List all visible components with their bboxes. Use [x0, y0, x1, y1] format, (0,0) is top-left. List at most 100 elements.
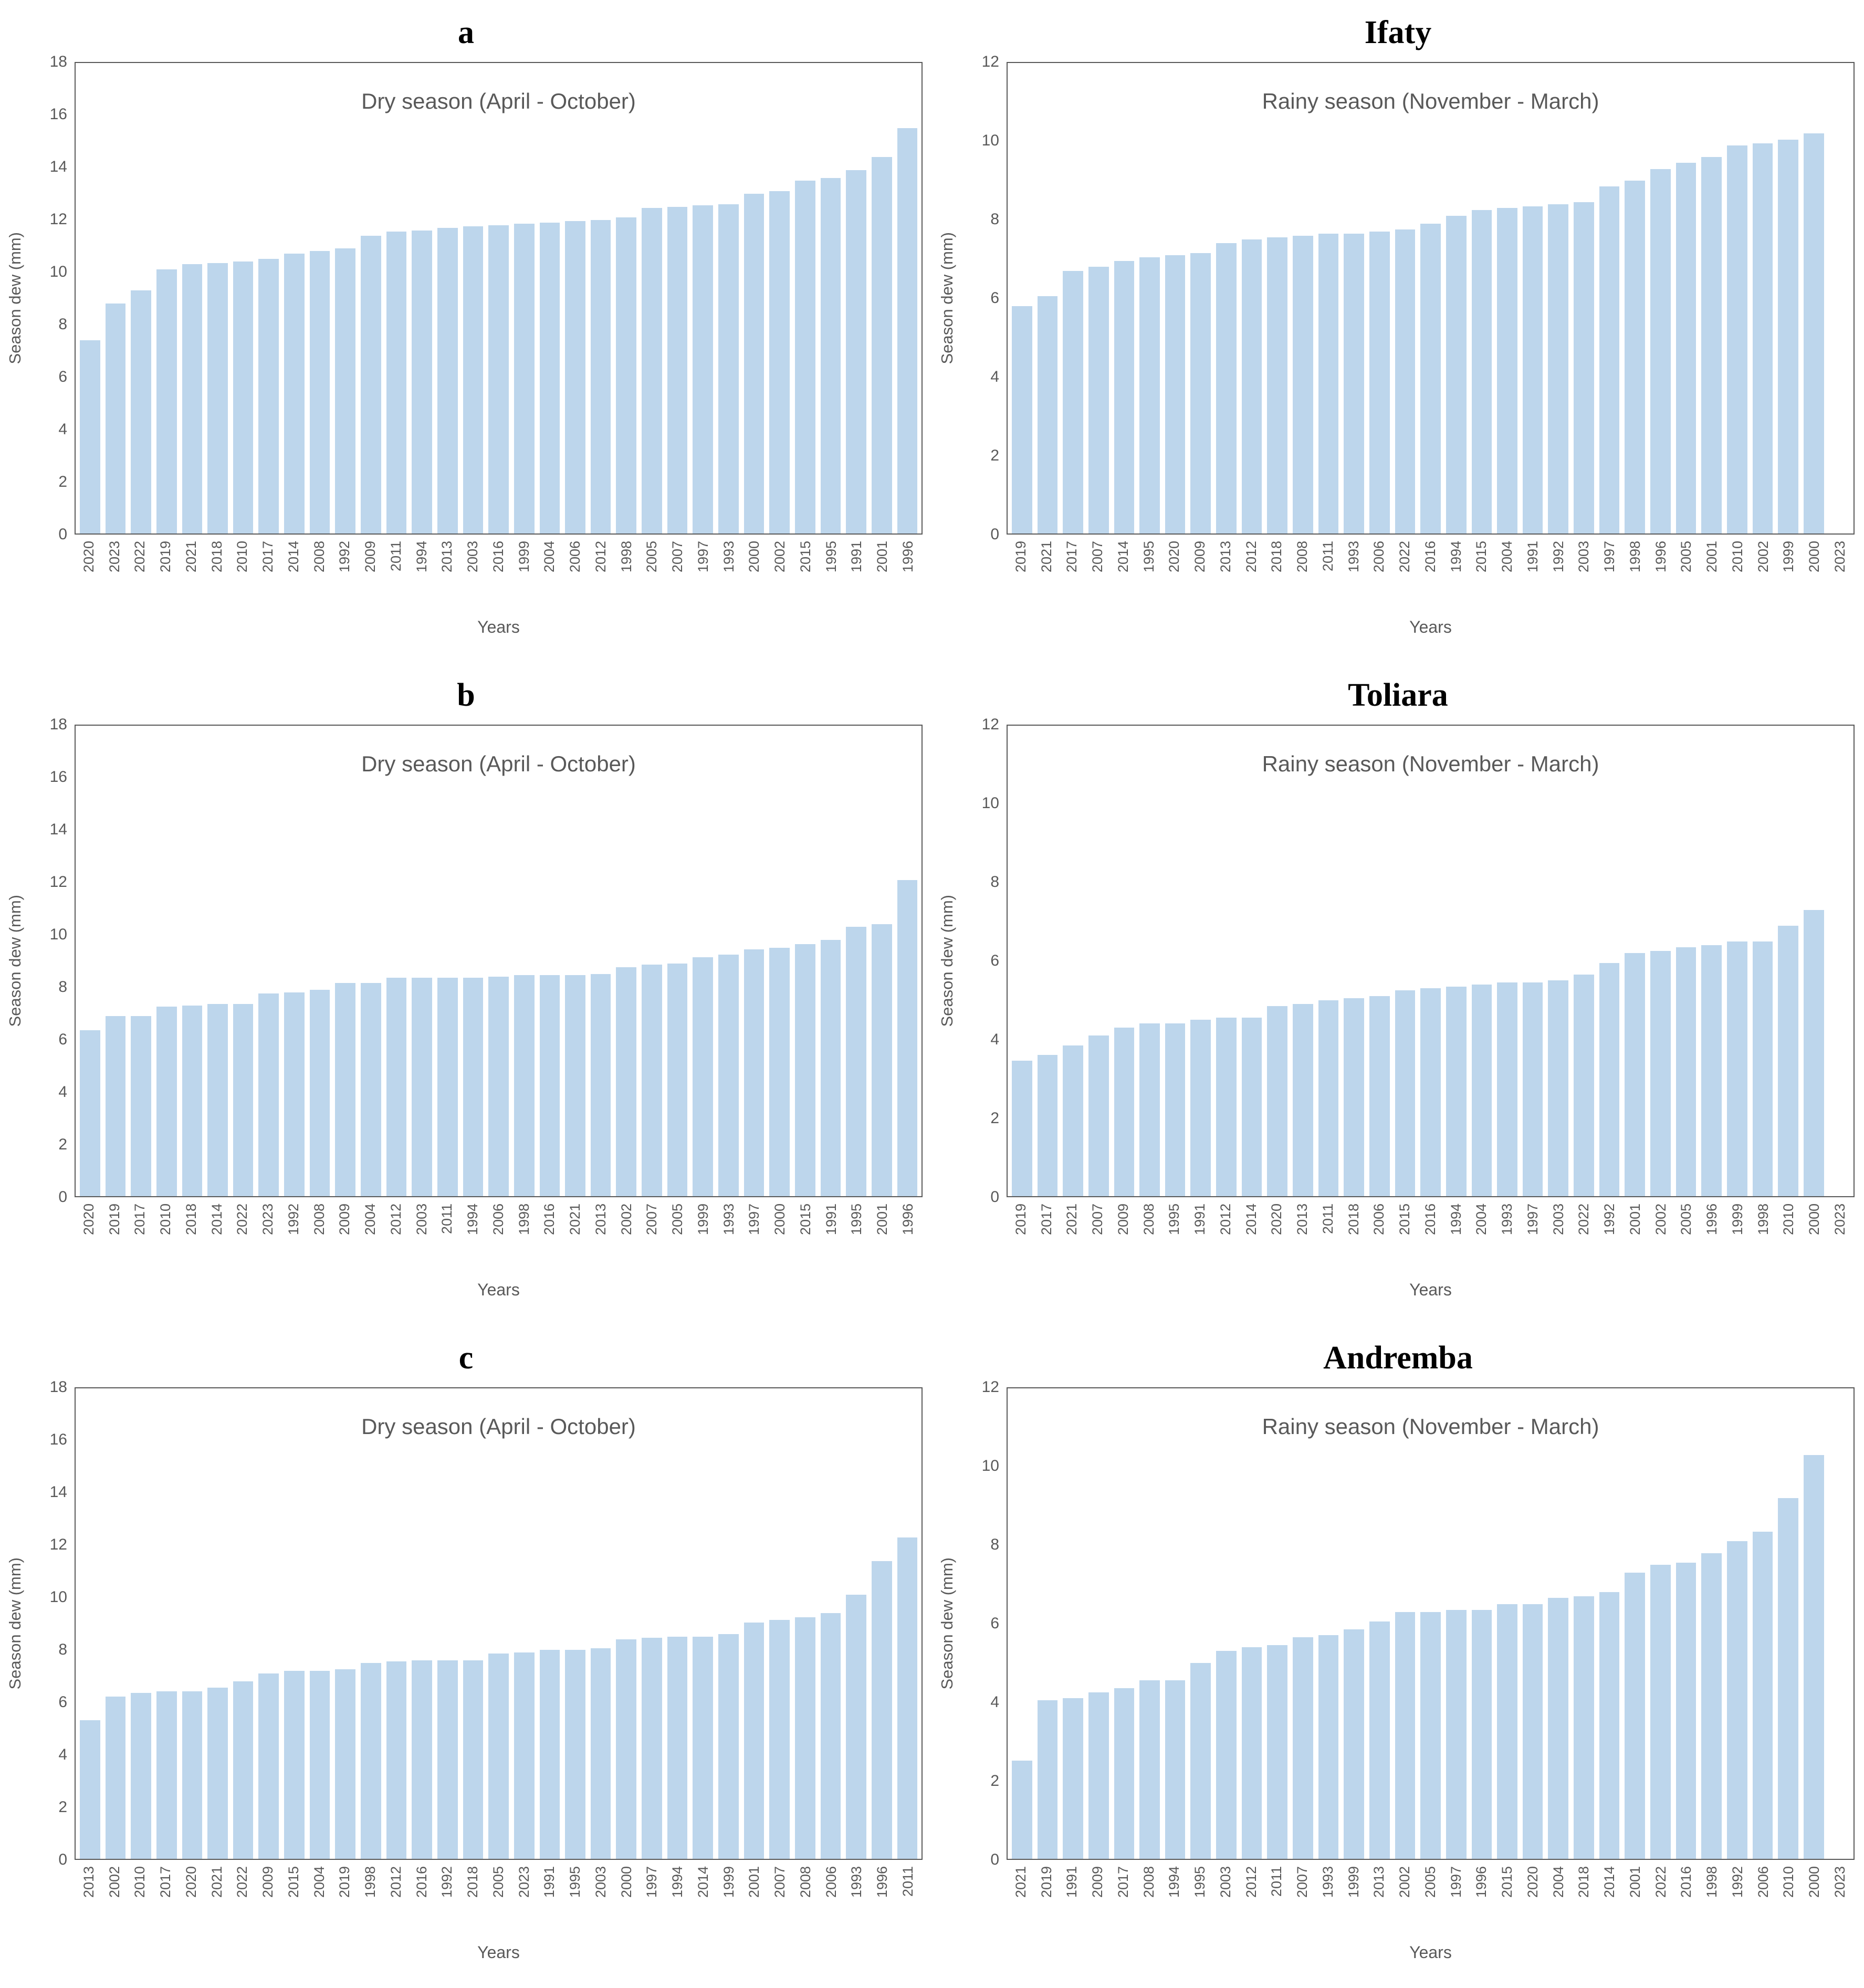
- bar: [412, 230, 432, 533]
- bar: [1548, 1598, 1569, 1859]
- x-tick-cell: 1993: [844, 1860, 870, 1940]
- x-tick-cell: 1996: [895, 535, 921, 614]
- x-tick-cell: 1993: [1315, 1860, 1341, 1940]
- x-tick-cell: 2020: [1520, 1860, 1546, 1940]
- x-tick-label: 2018: [1269, 541, 1285, 573]
- x-tick-cell: 2018: [1572, 1860, 1597, 1940]
- y-tick-label: 4: [990, 368, 999, 386]
- y-axis-ticks: 18 16 14 12 10 8 6 4 2 0: [30, 1378, 75, 1868]
- x-tick-label: 2002: [1755, 541, 1771, 573]
- y-axis-title: Season dew (mm): [932, 725, 962, 1197]
- x-tick-cell: 2005: [486, 1860, 511, 1940]
- x-tick-cell: 1991: [844, 535, 870, 614]
- y-axis-title-text: Season dew (mm): [6, 1557, 24, 1690]
- y-tick-label: 8: [990, 1536, 999, 1554]
- bar: [1675, 1563, 1697, 1859]
- x-tick-cell: 2008: [1136, 1860, 1162, 1940]
- x-tick-cell: 2005: [1418, 1860, 1443, 1940]
- x-tick-label: 2004: [1550, 1866, 1566, 1898]
- x-axis-ticks: 2020 2023 2022 2019 2021 2018 2010 2017 2014 2008…: [75, 535, 923, 614]
- x-tick-cell: 2014: [204, 1197, 230, 1277]
- x-tick-cell: 2002: [614, 1197, 640, 1277]
- x-tick-label: 2016: [490, 541, 506, 573]
- x-tick-label: 2022: [132, 541, 148, 573]
- x-tick-cell: 1995: [1187, 1860, 1213, 1940]
- x-tick-label: 2002: [618, 1204, 634, 1236]
- x-tick-cell: 2008: [307, 535, 332, 614]
- bar: [80, 1030, 100, 1196]
- x-tick-cell: 1999: [1725, 1197, 1751, 1277]
- bar: [846, 170, 866, 533]
- x-tick-label: 2012: [1243, 1866, 1259, 1898]
- x-tick-cell: 2004: [307, 1860, 332, 1940]
- x-tick-cell: 2015: [793, 1197, 819, 1277]
- bar: [1267, 237, 1288, 533]
- x-tick-cell: 1996: [1699, 1197, 1725, 1277]
- x-tick-label: 2004: [311, 1866, 327, 1898]
- x-tick-cell: 2010: [1725, 535, 1751, 614]
- bar: [693, 957, 714, 1196]
- bar: [794, 181, 815, 533]
- bar: [1752, 941, 1773, 1196]
- y-tick-label: 0: [58, 526, 67, 543]
- y-axis-title: Season dew (mm): [0, 1387, 30, 1860]
- x-tick-cell: 2013: [588, 1197, 614, 1277]
- bar: [1803, 133, 1824, 533]
- x-tick-label: 2002: [772, 541, 788, 573]
- x-tick-cell: 2014: [1597, 1860, 1622, 1940]
- x-tick-cell: 2004: [1494, 535, 1520, 614]
- x-tick-cell: 2022: [1648, 1860, 1674, 1940]
- bar: [539, 1649, 560, 1859]
- bar: [667, 206, 688, 533]
- x-tick-cell: 2007: [1085, 1197, 1111, 1277]
- x-tick-cell: 2003: [1213, 1860, 1239, 1940]
- x-tick-label: 2001: [1627, 1204, 1643, 1236]
- x-tick-label: 2020: [1524, 1866, 1541, 1898]
- chart-ifaty-rainy-season: Season dew (mm) 12 10 8 6 4 2 0 Rainy season (…: [932, 53, 1864, 644]
- x-tick-label: 2001: [874, 1204, 891, 1236]
- x-tick-cell: 2017: [128, 1197, 153, 1277]
- y-tick-label: 16: [49, 1431, 67, 1448]
- x-tick-cell: 1994: [409, 535, 435, 614]
- x-tick-cell: 2005: [1674, 1197, 1700, 1277]
- x-tick-label: 1991: [541, 1866, 558, 1898]
- bar: [1139, 1680, 1160, 1859]
- x-tick-label: 2022: [1576, 1204, 1592, 1236]
- x-axis-title: Years: [1409, 1943, 1452, 1962]
- x-tick-label: 2009: [1115, 1204, 1131, 1236]
- x-tick-label: 2008: [311, 541, 327, 573]
- x-tick-label: 2020: [183, 1866, 199, 1898]
- y-axis-ticks: 12 10 8 6 4 2 0: [962, 53, 1007, 543]
- bar: [233, 261, 254, 533]
- x-tick-label: 1999: [695, 1204, 711, 1236]
- x-tick-label: 2004: [1473, 1204, 1490, 1236]
- bar: [693, 205, 714, 533]
- y-axis-title-text: Season dew (mm): [938, 895, 956, 1027]
- bar: [1369, 232, 1390, 533]
- y-tick-label: 4: [990, 1031, 999, 1049]
- x-tick-cell: 1991: [537, 1860, 563, 1940]
- x-tick-label: 2019: [1038, 1866, 1054, 1898]
- bar: [1599, 1592, 1620, 1859]
- panel-a-label: a: [458, 15, 474, 50]
- bar: [1165, 255, 1186, 533]
- x-tick-cell: 1999: [1341, 1860, 1367, 1940]
- panel-b: b Season dew (mm) 18 16 14 12 10 8 6 4 2 0 Dry se…: [0, 663, 932, 1325]
- x-tick-cell: 2012: [383, 1860, 409, 1940]
- x-axis-ticks: 2020 2019 2017 2010 2018 2014 2022 2023 1992 2008…: [75, 1197, 923, 1277]
- bar: [743, 1622, 765, 1859]
- y-tick-label: 10: [49, 926, 67, 943]
- bar: [1063, 270, 1083, 533]
- x-tick-label: 2017: [1115, 1866, 1131, 1898]
- bar: [1318, 233, 1339, 533]
- x-tick-cell: 2011: [383, 535, 409, 614]
- bar: [1088, 267, 1109, 533]
- x-tick-label: 2004: [1499, 541, 1515, 573]
- bar: [590, 1648, 611, 1859]
- panel-andremba-label: Andremba: [1323, 1340, 1473, 1376]
- y-tick-label: 6: [990, 289, 999, 307]
- bar: [667, 1636, 688, 1859]
- x-axis-ticks: 2019 2017 2021 2007 2009 2008 1995 1991 2012 2014…: [1007, 1197, 1855, 1277]
- x-tick-label: 2006: [490, 1204, 506, 1236]
